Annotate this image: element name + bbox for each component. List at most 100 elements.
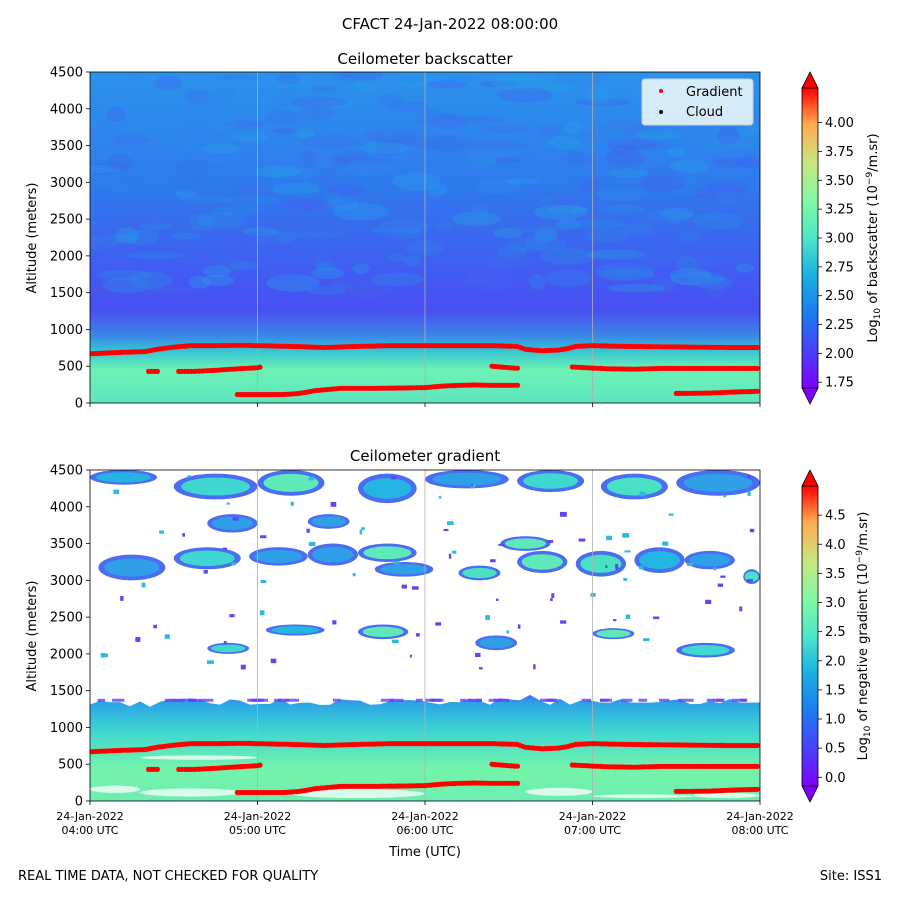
backscatter-texture-blob: [665, 178, 709, 196]
gradient-point: [514, 365, 521, 371]
gradient-ytick-label: 3500: [50, 537, 83, 552]
gradient-speckle: [623, 577, 628, 581]
gradient-point: [754, 365, 760, 371]
backscatter-texture-blob: [263, 110, 301, 126]
gradient-speckle: [401, 584, 407, 589]
backscatter-texture-blob: [560, 151, 594, 165]
backscatter-texture-blob: [491, 74, 546, 90]
backscatter-texture-blob: [392, 172, 442, 191]
backscatter-texture-blob: [300, 149, 318, 167]
backscatter-texture-blob: [268, 111, 324, 119]
legend: Gradient Cloud: [641, 78, 754, 126]
backscatter-texture-blob: [389, 130, 419, 147]
gradient-band-fringe: [164, 698, 175, 702]
gradient-band-fringe: [332, 698, 341, 702]
backscatter-texture-blob: [524, 235, 567, 252]
gradient-speckle: [229, 614, 235, 618]
backscatter-texture-blob: [723, 146, 760, 154]
gradient-speckle: [662, 541, 669, 546]
backscatter-texture-blob: [529, 176, 575, 186]
backscatter-texture-blob: [474, 178, 522, 195]
backscatter-texture-blob: [502, 94, 539, 110]
gradient-speckle: [496, 598, 499, 601]
backscatter-texture-blob: [689, 255, 725, 267]
backscatter-texture-blob: [315, 156, 336, 168]
gradient-point: [154, 368, 160, 374]
gradient-speckle: [361, 527, 365, 531]
gradient-colorbar-tick-label: 1.0: [825, 713, 846, 728]
backscatter-ytick-label: 4000: [50, 102, 83, 117]
gradient-speckle: [517, 624, 521, 629]
backscatter-texture-blob: [375, 140, 401, 156]
backscatter-texture-blob: [398, 75, 425, 83]
backscatter-texture-blob: [361, 74, 379, 86]
backscatter-texture-blob: [328, 196, 359, 212]
backscatter-texture-blob: [230, 131, 267, 143]
backscatter-texture-blob: [282, 199, 333, 211]
legend-cloud-marker: [659, 110, 663, 114]
gradient-cloud-patch: [179, 550, 235, 566]
backscatter-texture-blob: [296, 128, 315, 139]
backscatter-texture-blob: [190, 172, 209, 190]
backscatter-texture-blob: [671, 271, 726, 287]
backscatter-texture-blob: [341, 163, 390, 176]
backscatter-texture-blob: [113, 134, 150, 145]
backscatter-texture-blob: [313, 250, 331, 268]
gradient-xtick-label: 07:00 UTC: [564, 824, 621, 837]
backscatter-texture-blob: [637, 142, 675, 151]
gradient-xtick-label: 08:00 UTC: [731, 824, 788, 837]
backscatter-colorbar-tick-label: 3.75: [825, 145, 854, 160]
backscatter-texture-blob: [587, 87, 611, 105]
gradient-point: [514, 763, 521, 769]
gradient-speckle: [747, 491, 751, 497]
backscatter-colorbar-label: Log10 of backscatter (10−9/m.sr): [865, 133, 883, 342]
gradient-point: [754, 786, 760, 792]
gradient-band-fringe: [493, 698, 510, 702]
gradient-speckle: [624, 550, 631, 553]
backscatter-texture-blob: [635, 128, 681, 140]
backscatter-texture-blob: [296, 107, 336, 121]
backscatter-texture-blob: [473, 124, 532, 134]
gradient-ytick-label: 3000: [50, 574, 83, 589]
gradient-speckle: [605, 565, 608, 568]
gradient-band-fringe: [431, 698, 441, 702]
backscatter-texture-blob: [214, 74, 263, 81]
backscatter-texture-blob: [274, 88, 304, 107]
gradient-speckle: [120, 595, 124, 601]
backscatter-texture-blob: [135, 287, 193, 294]
gradient-speckle: [498, 543, 505, 546]
backscatter-texture-blob: [301, 134, 360, 148]
gradient-speckle: [206, 660, 214, 664]
gradient-cloud-patch: [181, 477, 250, 496]
backscatter-texture-blob: [309, 72, 352, 81]
backscatter-texture-blob: [254, 230, 298, 244]
backscatter-texture-blob: [107, 153, 132, 171]
backscatter-texture-blob: [184, 166, 221, 178]
backscatter-texture-blob: [699, 139, 744, 152]
gradient-speckle: [290, 501, 294, 506]
gradient-speckle: [686, 562, 694, 566]
backscatter-texture-blob: [605, 186, 635, 197]
gradient-speckle: [639, 491, 646, 497]
backscatter-texture-blob: [229, 261, 258, 270]
backscatter-texture-blob: [727, 132, 758, 147]
backscatter-texture-blob: [483, 262, 508, 275]
backscatter-texture-blob: [622, 138, 671, 156]
gradient-band-gap: [291, 789, 425, 799]
backscatter-texture-blob: [227, 72, 262, 80]
backscatter-texture-blob: [737, 206, 760, 220]
backscatter-texture-blob: [539, 247, 597, 265]
gradient-panel: Ceilometer gradient 0 500 1000 1500 2000 2500…: [25, 447, 873, 860]
gradient-ytick-label: 4500: [50, 464, 83, 479]
gradient-ytick-label: 1500: [50, 684, 83, 699]
backscatter-texture-blob: [129, 271, 173, 290]
backscatter-texture-blob: [389, 230, 420, 240]
gradient-speckle: [479, 667, 483, 670]
backscatter-texture-blob: [386, 253, 405, 262]
gradient-speckle: [550, 598, 553, 602]
gradient-colorbar-label: Log10 of negative gradient (10−9/m.sr): [855, 512, 873, 761]
backscatter-gradient-points: [90, 342, 760, 398]
gradient-colorbar-tick-label: 4.0: [825, 538, 846, 553]
gradient-speckle: [226, 502, 230, 505]
